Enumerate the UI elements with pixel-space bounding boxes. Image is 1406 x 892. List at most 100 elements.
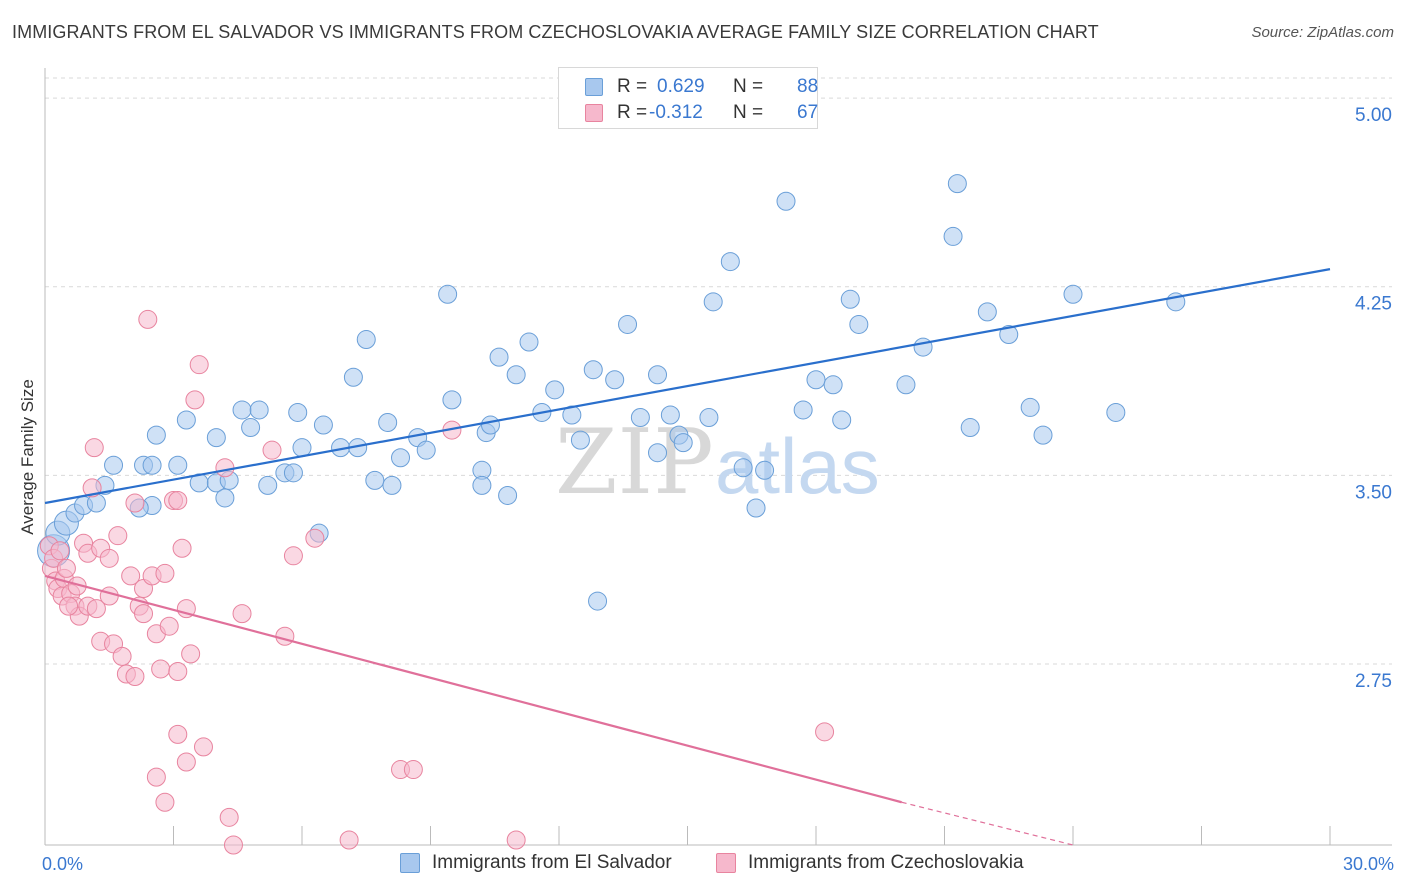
tick-labels: 2.75 3.50 4.25 5.00 0.0% 30.0%	[42, 105, 1394, 874]
point-el-salvador	[746, 498, 766, 518]
point-el-salvador	[849, 314, 869, 334]
watermark-zip: ZIP	[555, 410, 714, 515]
point-el-salvador	[146, 425, 166, 445]
point-czechoslovakia	[223, 835, 243, 855]
point-el-salvador	[588, 591, 608, 611]
point-el-salvador	[618, 314, 638, 334]
point-el-salvador	[206, 428, 226, 448]
point-el-salvador	[806, 370, 826, 390]
point-czechoslovakia	[56, 558, 76, 578]
point-el-salvador	[840, 289, 860, 309]
point-el-salvador	[999, 325, 1019, 345]
series-czechoslovakia-points	[39, 309, 835, 855]
point-el-salvador	[562, 405, 582, 425]
legend-swatch-blue	[585, 78, 603, 96]
point-el-salvador	[570, 430, 590, 450]
point-czechoslovakia	[155, 792, 175, 812]
point-el-salvador	[896, 375, 916, 395]
legend-r-label: R =	[617, 76, 648, 97]
point-el-salvador	[913, 337, 933, 357]
point-el-salvador	[356, 330, 376, 350]
point-czechoslovakia	[403, 760, 423, 780]
legend-n-value: 67	[797, 102, 819, 123]
watermark: ZIP atlas	[555, 410, 880, 515]
point-czechoslovakia	[108, 526, 128, 546]
x-tick-label: 0.0%	[42, 854, 83, 874]
point-czechoslovakia	[121, 566, 141, 586]
point-el-salvador	[283, 463, 303, 483]
point-czechoslovakia	[125, 667, 145, 687]
point-el-salvador	[648, 443, 668, 463]
point-czechoslovakia	[159, 616, 179, 636]
point-el-salvador	[977, 302, 997, 322]
point-el-salvador	[382, 475, 402, 495]
y-tick-label: 5.00	[1355, 105, 1392, 126]
point-el-salvador	[438, 284, 458, 304]
point-el-salvador	[215, 488, 235, 508]
point-czechoslovakia	[168, 490, 188, 510]
legend-swatch-blue	[400, 853, 420, 873]
point-el-salvador	[232, 400, 252, 420]
legend-n-value: 88	[797, 76, 819, 97]
point-el-salvador	[343, 367, 363, 387]
point-el-salvador	[720, 252, 740, 272]
point-czechoslovakia	[99, 586, 119, 606]
point-el-salvador	[142, 455, 162, 475]
trend-line-czechoslovakia	[44, 574, 902, 804]
legend-series-label: Immigrants from El Salvador	[432, 852, 672, 873]
point-czechoslovakia	[189, 355, 209, 375]
point-czechoslovakia	[168, 724, 188, 744]
point-czechoslovakia	[262, 440, 282, 460]
legend-swatch-pink	[716, 853, 736, 873]
point-el-salvador	[1020, 397, 1040, 417]
point-el-salvador	[313, 415, 333, 435]
point-el-salvador	[378, 413, 398, 433]
point-el-salvador	[1063, 284, 1083, 304]
point-czechoslovakia	[84, 438, 104, 458]
legend-r-value: 0.629	[657, 76, 705, 97]
point-el-salvador	[755, 460, 775, 480]
point-czechoslovakia	[215, 458, 235, 478]
point-czechoslovakia	[151, 659, 171, 679]
point-el-salvador	[489, 347, 509, 367]
point-czechoslovakia	[219, 807, 239, 827]
point-czechoslovakia	[125, 493, 145, 513]
point-czechoslovakia	[134, 604, 154, 624]
point-el-salvador	[480, 415, 500, 435]
point-czechoslovakia	[815, 722, 835, 742]
point-el-salvador	[365, 470, 385, 490]
point-el-salvador	[249, 400, 269, 420]
point-el-salvador	[472, 475, 492, 495]
point-czechoslovakia	[283, 546, 303, 566]
trend-line-el-salvador	[44, 268, 1331, 505]
point-el-salvador	[498, 485, 518, 505]
gridlines	[45, 77, 1392, 665]
point-el-salvador	[673, 433, 693, 453]
legend-n-label: N =	[733, 76, 764, 97]
point-czechoslovakia	[50, 541, 70, 561]
point-el-salvador	[943, 226, 963, 246]
point-czechoslovakia	[275, 626, 295, 646]
point-czechoslovakia	[168, 661, 188, 681]
y-tick-label: 2.75	[1355, 671, 1392, 692]
point-el-salvador	[1106, 402, 1126, 422]
point-el-salvador	[391, 448, 411, 468]
point-el-salvador	[648, 365, 668, 385]
point-el-salvador	[823, 375, 843, 395]
point-czechoslovakia	[59, 596, 79, 616]
source-credit: Source: ZipAtlas.com	[1251, 24, 1394, 41]
point-el-salvador	[168, 455, 188, 475]
legend-swatch-pink	[585, 104, 603, 122]
point-czechoslovakia	[506, 830, 526, 850]
point-czechoslovakia	[339, 830, 359, 850]
point-czechoslovakia	[146, 767, 166, 787]
point-el-salvador	[960, 418, 980, 438]
point-el-salvador	[660, 405, 680, 425]
point-czechoslovakia	[232, 604, 252, 624]
chart-title: IMMIGRANTS FROM EL SALVADOR VS IMMIGRANT…	[12, 22, 1099, 42]
point-el-salvador	[947, 174, 967, 194]
x-tick-label: 30.0%	[1343, 854, 1394, 874]
point-el-salvador	[776, 191, 796, 211]
point-czechoslovakia	[193, 737, 213, 757]
